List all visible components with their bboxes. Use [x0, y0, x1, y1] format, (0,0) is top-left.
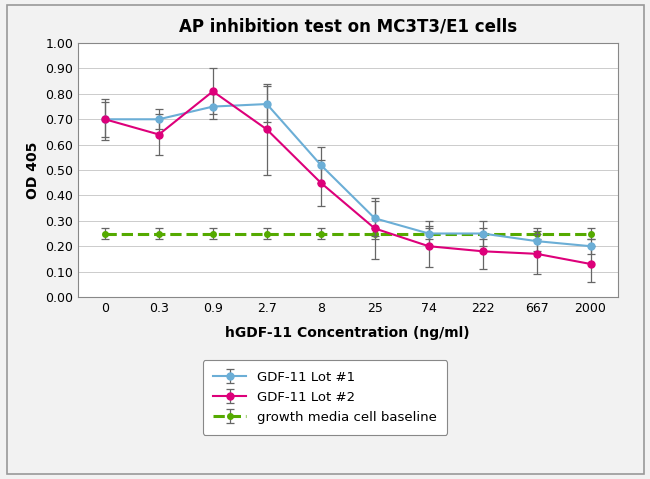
X-axis label: hGDF-11 Concentration (ng/ml): hGDF-11 Concentration (ng/ml) — [226, 326, 470, 340]
Title: AP inhibition test on MC3T3/E1 cells: AP inhibition test on MC3T3/E1 cells — [179, 18, 517, 36]
Y-axis label: OD 405: OD 405 — [25, 141, 40, 199]
Legend: GDF-11 Lot #1, GDF-11 Lot #2, growth media cell baseline: GDF-11 Lot #1, GDF-11 Lot #2, growth med… — [203, 360, 447, 435]
